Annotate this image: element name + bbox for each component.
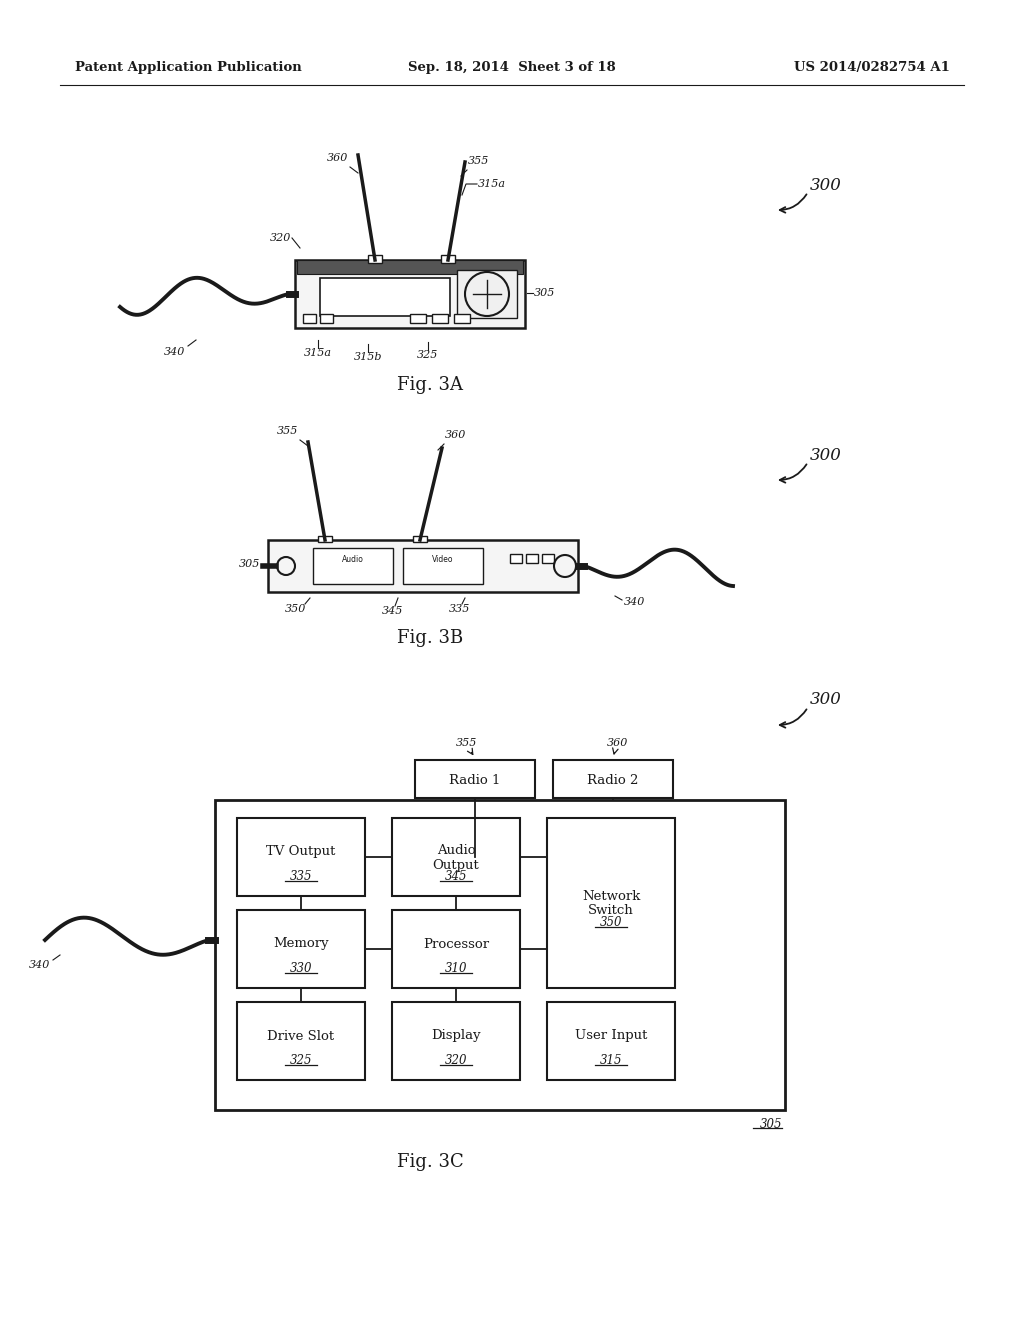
Text: 315: 315	[600, 1055, 623, 1068]
Text: Memory: Memory	[273, 937, 329, 950]
Text: 315b: 315b	[353, 352, 382, 362]
Bar	[432, 314, 449, 323]
Text: Patent Application Publication: Patent Application Publication	[75, 62, 302, 74]
Bar	[237, 818, 365, 896]
Text: 305: 305	[239, 558, 260, 569]
Text: 345: 345	[444, 870, 467, 883]
Text: 320: 320	[269, 234, 291, 243]
Bar	[441, 255, 455, 263]
Text: 360: 360	[607, 738, 629, 748]
Text: Drive Slot: Drive Slot	[267, 1030, 335, 1043]
Bar	[268, 540, 578, 591]
Text: 325: 325	[418, 350, 438, 360]
Text: Fig. 3C: Fig. 3C	[396, 1152, 464, 1171]
Bar	[319, 279, 450, 315]
Bar	[415, 760, 535, 799]
Bar	[553, 760, 673, 799]
Bar	[313, 548, 393, 583]
Bar	[318, 536, 332, 543]
Bar	[547, 818, 675, 987]
Text: 335: 335	[290, 870, 312, 883]
Bar	[403, 548, 483, 583]
Text: Radio 2: Radio 2	[588, 774, 639, 787]
Text: 340: 340	[625, 597, 646, 607]
Text: 315a: 315a	[478, 180, 506, 189]
Bar	[547, 1002, 675, 1080]
Text: Fig. 3A: Fig. 3A	[397, 376, 463, 393]
Text: TV Output: TV Output	[266, 846, 336, 858]
Text: 335: 335	[450, 605, 471, 614]
Text: 355: 355	[276, 426, 298, 436]
Text: 360: 360	[445, 430, 466, 440]
Text: 320: 320	[444, 1055, 467, 1068]
Bar	[542, 554, 554, 564]
Text: Sep. 18, 2014  Sheet 3 of 18: Sep. 18, 2014 Sheet 3 of 18	[409, 62, 615, 74]
Bar	[410, 314, 426, 323]
Text: Video: Video	[432, 556, 454, 565]
Text: 310: 310	[444, 962, 467, 975]
Text: User Input: User Input	[574, 1030, 647, 1043]
Bar	[303, 314, 316, 323]
Bar	[295, 260, 525, 327]
Text: 300: 300	[810, 692, 842, 709]
Bar	[237, 909, 365, 987]
Bar	[510, 554, 522, 564]
Text: 350: 350	[286, 605, 306, 614]
Text: Radio 1: Radio 1	[450, 774, 501, 787]
Text: 355: 355	[457, 738, 477, 748]
Text: Fig. 3B: Fig. 3B	[397, 630, 463, 647]
Text: 360: 360	[327, 153, 348, 162]
Text: 340: 340	[30, 960, 50, 970]
Text: 330: 330	[290, 962, 312, 975]
Text: 350: 350	[600, 916, 623, 929]
Text: Network: Network	[582, 891, 640, 903]
Text: 325: 325	[290, 1055, 312, 1068]
Text: 340: 340	[164, 347, 185, 356]
Bar	[368, 255, 382, 263]
Bar	[413, 536, 427, 543]
Bar	[237, 1002, 365, 1080]
Text: Audio: Audio	[342, 556, 364, 565]
Text: Output: Output	[432, 858, 479, 871]
Text: Display: Display	[431, 1030, 481, 1043]
Bar	[454, 314, 470, 323]
Text: 355: 355	[468, 156, 489, 166]
Text: 300: 300	[810, 446, 842, 463]
Text: 345: 345	[382, 606, 403, 616]
Text: Processor: Processor	[423, 937, 489, 950]
Bar	[392, 909, 520, 987]
Bar	[297, 260, 523, 275]
Bar	[215, 800, 785, 1110]
Bar	[392, 1002, 520, 1080]
Text: Switch: Switch	[588, 904, 634, 917]
Text: 305: 305	[534, 288, 555, 298]
Bar	[457, 271, 517, 318]
Bar	[319, 314, 333, 323]
Text: 305: 305	[760, 1118, 782, 1130]
Text: 300: 300	[810, 177, 842, 194]
Text: 315a: 315a	[304, 348, 332, 358]
Text: US 2014/0282754 A1: US 2014/0282754 A1	[795, 62, 950, 74]
Bar	[526, 554, 538, 564]
Bar	[392, 818, 520, 896]
Text: Audio: Audio	[436, 845, 475, 858]
